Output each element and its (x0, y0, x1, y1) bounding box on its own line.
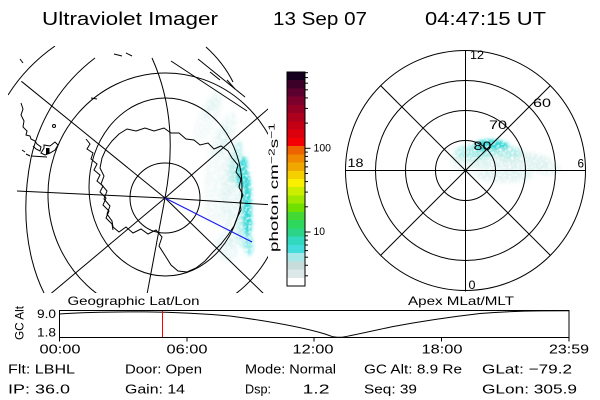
svg-text:18:00: 18:00 (422, 343, 463, 357)
svg-text:Apex MLat/MLT: Apex MLat/MLT (408, 294, 515, 308)
svg-text:GC Alt: GC Alt (13, 305, 27, 340)
svg-text:GC Alt: 8.9 Re: GC Alt: 8.9 Re (364, 362, 462, 377)
svg-text:Flt: LBHL: Flt: LBHL (8, 362, 75, 377)
svg-text:10: 10 (314, 226, 326, 238)
svg-text:1.8: 1.8 (37, 326, 56, 340)
svg-text:100: 100 (314, 143, 332, 155)
svg-text:9.0: 9.0 (37, 307, 56, 321)
svg-text:Door: Open: Door: Open (125, 362, 202, 377)
svg-text:GLon: 305.9: GLon: 305.9 (482, 382, 577, 397)
svg-text:60: 60 (533, 96, 551, 110)
svg-text:GLat: −79.2: GLat: −79.2 (482, 362, 572, 377)
svg-text:Geographic Lat/Lon: Geographic Lat/Lon (68, 294, 200, 308)
svg-text:Dsp:: Dsp: (245, 382, 271, 397)
svg-text:0: 0 (469, 278, 476, 292)
svg-text:04:47:15 UT: 04:47:15 UT (425, 9, 546, 29)
svg-text:80: 80 (474, 139, 492, 153)
svg-text:1.2: 1.2 (303, 382, 330, 397)
svg-text:23:59: 23:59 (549, 343, 589, 357)
svg-text:photon cm−2s−1: photon cm−2s−1 (267, 123, 282, 252)
svg-text:Mode: Normal: Mode: Normal (245, 362, 336, 377)
svg-text:Ultraviolet Imager: Ultraviolet Imager (42, 9, 218, 29)
svg-text:12: 12 (470, 48, 484, 62)
svg-text:70: 70 (489, 118, 507, 132)
svg-text:Seq: 39: Seq: 39 (364, 382, 417, 397)
svg-text:18: 18 (348, 156, 364, 170)
svg-text:13 Sep 07: 13 Sep 07 (273, 9, 367, 29)
svg-text:12:00: 12:00 (293, 343, 334, 357)
svg-text:06:00: 06:00 (167, 343, 208, 357)
svg-text:6: 6 (578, 157, 585, 171)
svg-text:IP: 36.0: IP: 36.0 (8, 382, 70, 397)
svg-text:00:00: 00:00 (40, 343, 81, 357)
svg-text:Gain: 14: Gain: 14 (125, 382, 185, 397)
